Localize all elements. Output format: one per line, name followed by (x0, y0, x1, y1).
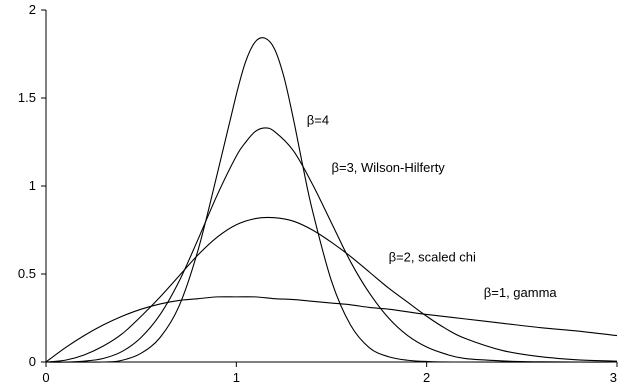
series-label-2: β=2, scaled chi (389, 250, 476, 265)
series-line-1 (45, 296, 618, 363)
curves (45, 37, 618, 363)
axes: 0 0.5 1 1.5 2 0 1 2 3 (18, 2, 618, 385)
y-tick-label: 1.5 (18, 90, 36, 105)
series-label-3: β=3, Wilson-Hilferty (332, 160, 446, 175)
y-tick-label: 2 (29, 2, 36, 17)
series-label-1: β=1, gamma (484, 285, 558, 300)
series-line-4 (45, 37, 618, 363)
y-tick-label: 0.5 (18, 266, 36, 281)
y-tick-label: 0 (29, 354, 36, 369)
series-line-3 (45, 127, 618, 363)
x-tick-label: 2 (423, 370, 430, 385)
series-label-4: β=4 (307, 112, 329, 127)
x-tick-label: 1 (233, 370, 240, 385)
y-tick-label: 1 (29, 178, 36, 193)
x-tick-label: 0 (42, 370, 49, 385)
x-tick-label: 3 (610, 370, 617, 385)
curve-labels: β=1, gamma β=2, scaled chi β=3, Wilson-Hil… (307, 112, 558, 299)
series-line-2 (45, 216, 618, 363)
